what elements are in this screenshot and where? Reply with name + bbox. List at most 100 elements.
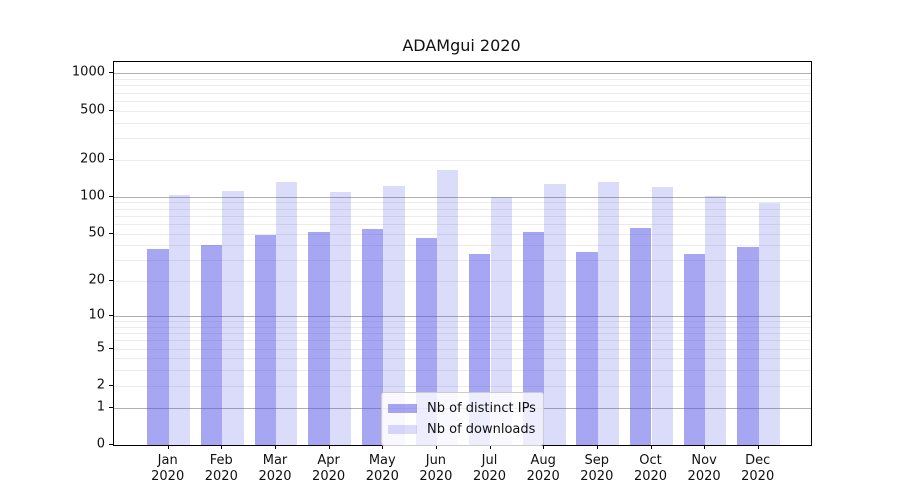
- gridline-minor-2: [114, 385, 811, 387]
- gridline-minor-9: [114, 321, 811, 323]
- y-tick-label-200: 200: [80, 151, 105, 167]
- y-tick-mark-100: [109, 195, 113, 197]
- x-tick-label-may: May 2020: [366, 453, 399, 485]
- y-tick-mark-20: [109, 280, 113, 282]
- y-tick-label-100: 100: [80, 188, 105, 204]
- x-tick-mark-may: [382, 445, 384, 449]
- x-tick-year: 2020: [419, 469, 453, 484]
- bar-distinct-ips-mar: [254, 234, 276, 445]
- bar-downloads-nov: [705, 196, 727, 445]
- y-tick-label-2: 2: [96, 377, 105, 393]
- x-tick-month: Sep: [584, 453, 610, 468]
- gridline-minor-30: [114, 260, 811, 262]
- x-tick-mark-dec: [757, 445, 759, 449]
- bar-downloads-jul: [490, 197, 512, 445]
- gridline-minor-5: [114, 348, 811, 350]
- gridline-minor-600: [114, 100, 811, 102]
- bar-downloads-may: [383, 185, 405, 445]
- gridline-minor-200: [114, 159, 811, 161]
- bar-distinct-ips-may: [361, 229, 384, 445]
- gridline-major-10: [114, 316, 811, 317]
- y-tick-label-50: 50: [88, 225, 105, 240]
- plot-area: Nb of distinct IPs Nb of downloads: [113, 61, 812, 446]
- x-tick-year: 2020: [687, 469, 721, 484]
- x-tick-label-nov: Nov 2020: [688, 453, 721, 485]
- x-tick-label-jan: Jan 2020: [151, 453, 184, 485]
- x-tick-month: Mar: [262, 453, 288, 468]
- gridline-minor-6: [114, 340, 811, 342]
- bar-downloads-dec: [758, 202, 781, 445]
- y-tick-mark-5: [109, 347, 113, 349]
- x-tick-mark-nov: [704, 445, 706, 449]
- x-tick-mark-sep: [596, 445, 598, 449]
- x-tick-month: Feb: [209, 453, 233, 468]
- y-tick-mark-500: [109, 109, 113, 111]
- x-tick-label-oct: Oct 2020: [634, 453, 667, 485]
- x-tick-label-feb: Feb 2020: [205, 453, 238, 485]
- x-tick-mark-apr: [328, 445, 330, 449]
- gridline-minor-20: [114, 281, 811, 283]
- y-tick-mark-50: [109, 232, 113, 234]
- x-tick-month: Dec: [745, 453, 771, 468]
- gridline-minor-90: [114, 202, 811, 204]
- x-tick-year: 2020: [633, 469, 668, 484]
- x-tick-mark-jun: [435, 445, 437, 449]
- x-tick-year: 2020: [312, 469, 346, 484]
- gridline-minor-8: [114, 326, 811, 328]
- gridline-minor-7: [114, 333, 811, 335]
- x-tick-year: 2020: [741, 469, 775, 484]
- x-tick-year: 2020: [472, 469, 507, 484]
- gridline-major-100: [114, 196, 811, 198]
- y-tick-mark-2: [109, 384, 113, 386]
- x-tick-month: Aug: [530, 453, 556, 468]
- x-tick-year: 2020: [580, 469, 614, 484]
- bar-downloads-jun: [436, 170, 459, 445]
- x-tick-month: Jun: [425, 453, 447, 468]
- x-tick-month: Jan: [157, 453, 178, 468]
- bar-distinct-ips-dec: [737, 246, 759, 445]
- y-tick-mark-200: [109, 158, 113, 160]
- bar-distinct-ips-apr: [308, 232, 330, 445]
- gridline-minor-60: [114, 223, 811, 225]
- x-tick-mark-jan: [167, 445, 169, 449]
- y-tick-mark-0: [109, 444, 113, 445]
- gridline-minor-800: [114, 85, 811, 87]
- x-tick-label-jun: Jun 2020: [419, 453, 452, 485]
- y-tick-label-0: 0: [96, 436, 105, 452]
- bar-downloads-mar: [276, 181, 298, 445]
- legend-swatch-distinct-ips: [388, 404, 417, 413]
- gridline-major-1000: [114, 73, 811, 75]
- legend-swatch-downloads: [388, 425, 417, 434]
- legend-row-downloads: Nb of downloads: [388, 419, 535, 440]
- y-tick-mark-1000: [109, 72, 113, 74]
- x-tick-label-sep: Sep 2020: [580, 453, 613, 485]
- x-tick-label-apr: Apr 2020: [312, 453, 345, 485]
- bar-downloads-oct: [651, 187, 673, 445]
- x-tick-mark-feb: [221, 445, 223, 449]
- legend: Nb of distinct IPs Nb of downloads: [381, 392, 544, 446]
- bar-distinct-ips-oct: [630, 227, 652, 445]
- gridline-minor-3: [114, 370, 811, 372]
- gridline-minor-900: [114, 79, 811, 80]
- x-tick-month: Oct: [639, 453, 662, 468]
- x-tick-mark-mar: [275, 445, 276, 449]
- x-tick-label-mar: Mar 2020: [258, 453, 291, 485]
- y-tick-mark-10: [109, 315, 113, 316]
- gridline-minor-70: [114, 215, 811, 217]
- gridline-minor-80: [114, 208, 811, 210]
- x-tick-month: Nov: [691, 453, 717, 468]
- bar-downloads-aug: [544, 183, 566, 445]
- bar-distinct-ips-feb: [200, 245, 223, 445]
- gridline-minor-400: [114, 122, 811, 124]
- legend-row-distinct-ips: Nb of distinct IPs: [388, 398, 536, 419]
- bar-downloads-feb: [222, 190, 244, 445]
- legend-label-downloads: Nb of downloads: [427, 422, 536, 437]
- gridline-minor-300: [114, 138, 811, 139]
- bar-downloads-jan: [168, 194, 191, 445]
- bar-downloads-apr: [329, 191, 351, 445]
- x-tick-year: 2020: [365, 469, 399, 484]
- y-tick-label-500: 500: [80, 102, 105, 118]
- x-tick-year: 2020: [526, 469, 560, 484]
- bar-distinct-ips-sep: [576, 252, 598, 445]
